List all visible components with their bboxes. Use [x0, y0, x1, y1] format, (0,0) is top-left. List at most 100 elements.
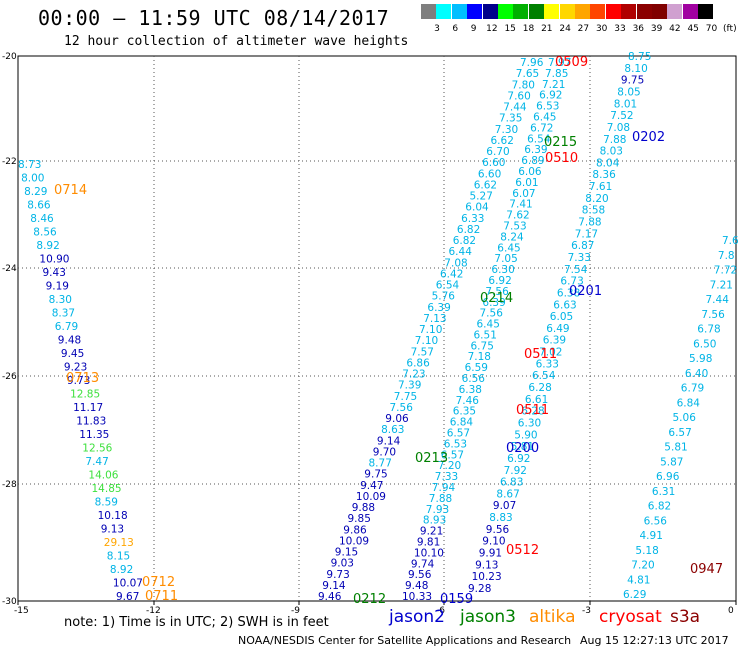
wave-height-value: 6.57 [441, 449, 464, 461]
wave-height-value: 6.38 [557, 287, 580, 299]
wave-height-value: 6.28 [521, 406, 544, 418]
wave-height-value: 7.30 [495, 124, 518, 136]
colorbar-swatch [590, 4, 606, 19]
wave-height-value: 7.08 [444, 257, 467, 269]
colorbar-swatch [559, 4, 575, 19]
pass-time-label: 0201 [569, 284, 602, 299]
wave-height-value: 9.19 [46, 281, 69, 293]
wave-height-value: 8.05 [617, 87, 640, 99]
wave-height-value: 6.54 [436, 280, 460, 292]
wave-height-value: 9.03 [331, 558, 354, 570]
colorbar-label: (ft) [723, 24, 737, 34]
colorbar-label: 18 [522, 24, 535, 34]
wave-height-value: 7.6 [722, 235, 739, 247]
wave-height-value: 7.20 [631, 560, 654, 572]
wave-height-value: 6.82 [453, 235, 476, 247]
y-tick-label: -24 [2, 264, 17, 274]
wave-height-value: 6.84 [677, 397, 701, 409]
wave-height-value: 6.82 [648, 501, 671, 513]
wave-height-value: 10.18 [98, 510, 128, 522]
wave-height-value: 6.82 [457, 224, 480, 236]
wave-height-value: 7.05 [494, 253, 517, 265]
wave-height-value: 6.39 [543, 335, 566, 347]
y-tick-label: -20 [2, 52, 17, 62]
wave-height-value: 6.45 [477, 319, 500, 331]
wave-height-value: 6.06 [518, 166, 542, 178]
wave-height-value: 8.92 [110, 564, 133, 576]
legend-item: s3a [670, 607, 701, 627]
wave-height-value: 7.56 [485, 286, 509, 298]
wave-height-value: 7.39 [398, 380, 421, 392]
wave-height-value: 9.21 [420, 526, 443, 538]
y-tick-label: -26 [2, 372, 17, 382]
pass-time-label: 0512 [506, 543, 539, 558]
wave-height-value: 9.43 [43, 267, 66, 279]
wave-height-value: 6.01 [515, 177, 538, 189]
wave-height-value: 7.33 [435, 471, 458, 483]
wave-height-value: 7.44 [503, 102, 527, 114]
wave-height-value: 12.56 [82, 443, 112, 455]
wave-height-value: 9.14 [377, 435, 401, 447]
wave-height-value: 7.65 [516, 68, 539, 80]
wave-height-value: 6.60 [478, 168, 501, 180]
wave-height-value: 10.09 [339, 535, 369, 547]
legend-item: jason2 [389, 607, 445, 627]
wave-height-value: 9.91 [479, 548, 502, 560]
colorbar-swatch [698, 4, 714, 19]
wave-height-value: 6.70 [486, 146, 509, 158]
wave-height-value: 7.47 [85, 456, 108, 468]
wave-height-value: 6.49 [546, 323, 569, 335]
wave-height-value: 6.63 [553, 299, 576, 311]
wave-height-value: 9.70 [373, 446, 396, 458]
wave-height-value: 5.06 [673, 412, 697, 424]
wave-height-value: 9.28 [468, 583, 491, 595]
wave-height-value: 10.10 [414, 547, 444, 559]
colorbar-label: 3 [434, 24, 440, 34]
wave-height-value: 6.33 [536, 358, 559, 370]
wave-height-value: 9.06 [385, 413, 409, 425]
wave-height-value: 8.03 [600, 146, 623, 158]
x-tick-label: -15 [14, 606, 29, 616]
wave-height-value: 10.23 [472, 571, 502, 583]
wave-height-value: 7.53 [503, 221, 526, 233]
colorbar-swatch [513, 4, 529, 19]
colorbar-label: 70 [705, 24, 718, 34]
wave-height-value: 6.54 [532, 370, 556, 382]
wave-height-value: 8.46 [30, 213, 54, 225]
wave-height-value: 6.83 [500, 477, 523, 489]
colorbar-swatch [436, 4, 452, 19]
wave-height-value: 9.88 [352, 502, 375, 514]
wave-height-value: 6.84 [450, 417, 474, 429]
wave-height-value: 8.00 [21, 173, 44, 185]
wave-height-value: 7.10 [419, 324, 442, 336]
wave-height-value: 6.29 [623, 589, 646, 601]
wave-height-value: 7.92 [504, 465, 527, 477]
wave-height-value: 4.81 [627, 574, 650, 586]
wave-height-value: 9.85 [348, 513, 371, 525]
wave-height-value: 7.10 [415, 335, 438, 347]
y-tick-label: -30 [2, 597, 17, 607]
x-tick-label: -3 [582, 606, 591, 616]
wave-height-value: 8.20 [585, 193, 608, 205]
wave-height-value: 6.92 [539, 90, 562, 102]
legend-item: altika [529, 607, 576, 627]
colorbar-swatch [498, 4, 513, 19]
wave-height-value: 6.04 [465, 202, 489, 214]
colorbar-label: 39 [650, 24, 663, 34]
wave-height-value: 6.40 [685, 368, 708, 380]
wave-height-value: 6.39 [427, 302, 450, 314]
wave-height-value: 9.46 [318, 591, 342, 603]
wave-height-value: 8.77 [369, 458, 392, 470]
wave-height-value: 6.28 [528, 382, 551, 394]
page-title: 00:00 – 11:59 UTC 08/14/2017 [38, 6, 390, 30]
wave-height-value: 5.90 [514, 429, 537, 441]
wave-height-value: 9.23 [64, 362, 87, 374]
wave-height-value: 7.52 [610, 110, 633, 122]
wave-height-value: 11.35 [79, 429, 109, 441]
wave-height-value: 6.31 [652, 486, 675, 498]
wave-height-value: 6.39 [482, 297, 505, 309]
wave-height-value: 12.85 [70, 389, 100, 401]
wave-height-value: 7.54 [564, 264, 588, 276]
colorbar-swatch [451, 4, 467, 19]
wave-height-value: 8.67 [496, 488, 519, 500]
